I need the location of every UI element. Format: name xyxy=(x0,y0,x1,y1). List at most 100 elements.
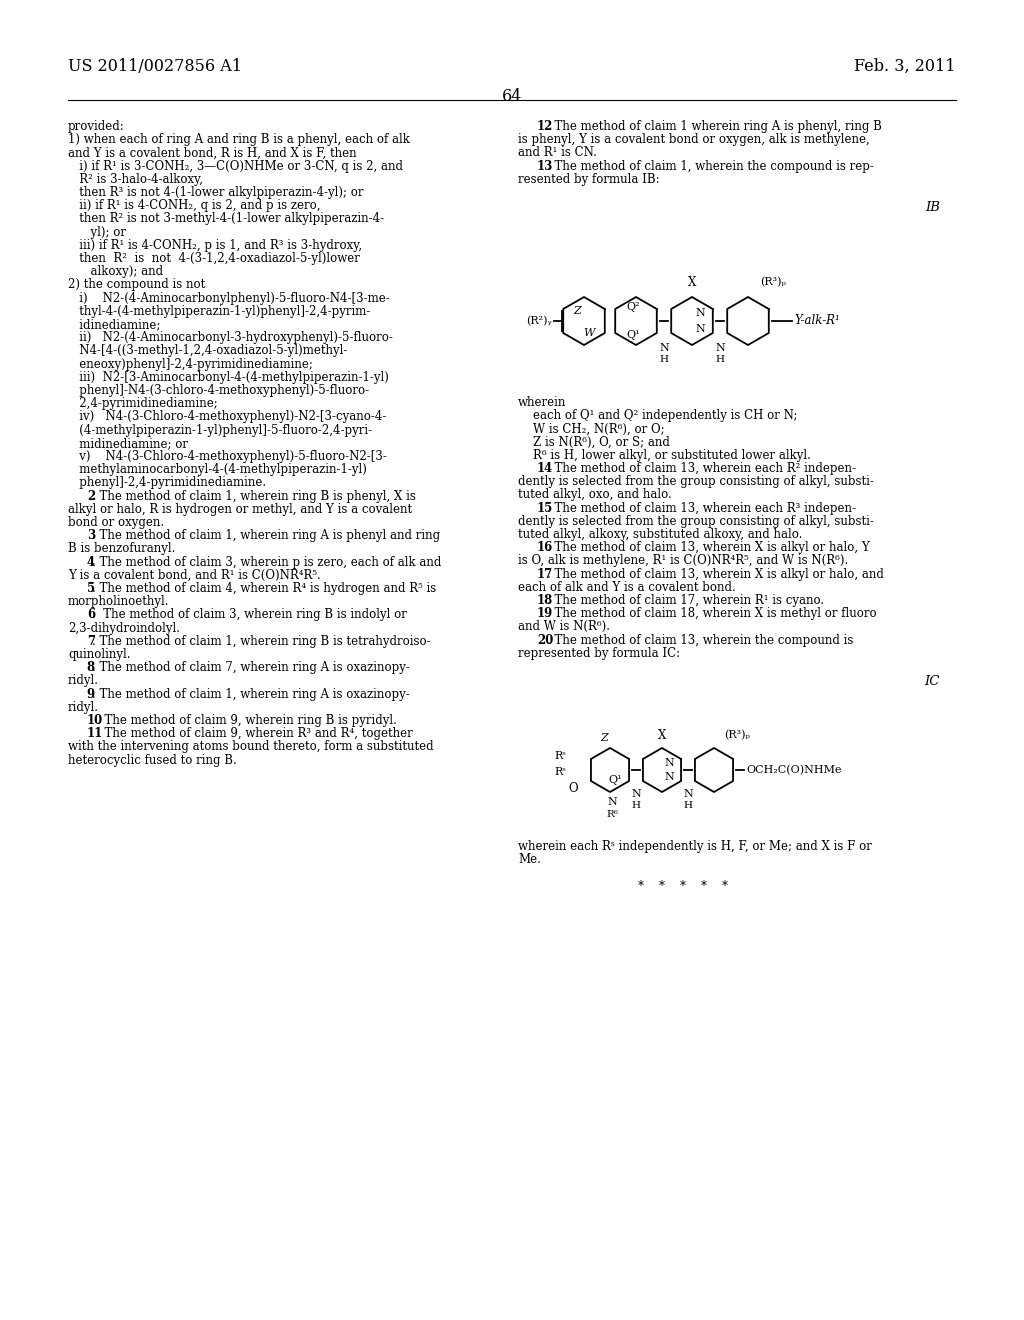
Text: 3: 3 xyxy=(87,529,95,543)
Text: Me.: Me. xyxy=(518,853,541,866)
Text: quinolinyl.: quinolinyl. xyxy=(68,648,130,661)
Text: dently is selected from the group consisting of alkyl, substi-: dently is selected from the group consis… xyxy=(518,475,873,488)
Text: . The method of claim 13, wherein X is alkyl or halo, and: . The method of claim 13, wherein X is a… xyxy=(547,568,884,581)
Text: . The method of claim 17, wherein R¹ is cyano.: . The method of claim 17, wherein R¹ is … xyxy=(547,594,824,607)
Text: is O, alk is methylene, R¹ is C(O)NR⁴R⁵, and W is N(R⁶).: is O, alk is methylene, R¹ is C(O)NR⁴R⁵,… xyxy=(518,554,848,568)
Text: ridyl.: ridyl. xyxy=(68,675,99,688)
Text: 4: 4 xyxy=(87,556,95,569)
Text: eneoxy)phenyl]-2,4-pyrimidinediamine;: eneoxy)phenyl]-2,4-pyrimidinediamine; xyxy=(68,358,313,371)
Text: . The method of claim 4, wherein R⁴ is hydrogen and R⁵ is: . The method of claim 4, wherein R⁴ is h… xyxy=(92,582,436,595)
Text: midinediamine; or: midinediamine; or xyxy=(68,437,188,450)
Text: wherein: wherein xyxy=(518,396,566,409)
Text: 16: 16 xyxy=(537,541,553,554)
Text: i) if R¹ is 3-CONH₂, 3—C(O)NHMe or 3-CN, q is 2, and: i) if R¹ is 3-CONH₂, 3—C(O)NHMe or 3-CN,… xyxy=(68,160,403,173)
Text: . The method of claim 18, wherein X is methyl or fluoro: . The method of claim 18, wherein X is m… xyxy=(547,607,877,620)
Text: . The method of claim 13, wherein X is alkyl or halo, Y: . The method of claim 13, wherein X is a… xyxy=(547,541,870,554)
Text: bond or oxygen.: bond or oxygen. xyxy=(68,516,164,529)
Text: 7: 7 xyxy=(87,635,95,648)
Text: 8: 8 xyxy=(87,661,95,675)
Text: *    *    *    *    *: * * * * * xyxy=(518,879,728,892)
Text: 13: 13 xyxy=(537,160,553,173)
Text: N: N xyxy=(665,772,674,781)
Text: resented by formula IB:: resented by formula IB: xyxy=(518,173,659,186)
Text: 2) the compound is not: 2) the compound is not xyxy=(68,279,205,292)
Text: Z: Z xyxy=(600,733,608,743)
Text: N: N xyxy=(607,797,616,807)
Text: H: H xyxy=(716,355,725,363)
Text: 9: 9 xyxy=(87,688,95,701)
Text: and W is N(R⁶).: and W is N(R⁶). xyxy=(518,620,610,634)
Text: alkyl or halo, R is hydrogen or methyl, and Y is a covalent: alkyl or halo, R is hydrogen or methyl, … xyxy=(68,503,412,516)
Text: 14: 14 xyxy=(537,462,553,475)
Text: IB: IB xyxy=(925,201,940,214)
Text: then R³ is not 4-(1-lower alkylpiperazin-4-yl); or: then R³ is not 4-(1-lower alkylpiperazin… xyxy=(68,186,364,199)
Text: R⁶: R⁶ xyxy=(606,810,617,818)
Text: . The method of claim 1, wherein the compound is rep-: . The method of claim 1, wherein the com… xyxy=(547,160,874,173)
Text: wherein each Rˢ independently is H, F, or Me; and X is F or: wherein each Rˢ independently is H, F, o… xyxy=(518,840,871,853)
Text: . The method of claim 13, wherein the compound is: . The method of claim 13, wherein the co… xyxy=(547,634,854,647)
Text: (4-methylpiperazin-1-yl)phenyl]-5-fluoro-2,4-pyri-: (4-methylpiperazin-1-yl)phenyl]-5-fluoro… xyxy=(68,424,372,437)
Text: morpholinoethyl.: morpholinoethyl. xyxy=(68,595,170,609)
Text: 19: 19 xyxy=(537,607,553,620)
Text: .  The method of claim 3, wherein ring B is indolyl or: . The method of claim 3, wherein ring B … xyxy=(92,609,407,622)
Text: Q¹: Q¹ xyxy=(608,775,622,785)
Text: W: W xyxy=(584,327,595,338)
Text: then R² is not 3-methyl-4-(1-lower alkylpiperazin-4-: then R² is not 3-methyl-4-(1-lower alkyl… xyxy=(68,213,384,226)
Text: represented by formula IC:: represented by formula IC: xyxy=(518,647,680,660)
Text: 5: 5 xyxy=(87,582,95,595)
Text: . The method of claim 13, wherein each R³ indepen-: . The method of claim 13, wherein each R… xyxy=(547,502,856,515)
Text: IC: IC xyxy=(925,675,940,688)
Text: 11: 11 xyxy=(87,727,103,741)
Text: thyl-4-(4-methylpiperazin-1-yl)phenyl]-2,4-pyrim-: thyl-4-(4-methylpiperazin-1-yl)phenyl]-2… xyxy=(68,305,371,318)
Text: and Y is a covalent bond, R is H, and X is F, then: and Y is a covalent bond, R is H, and X … xyxy=(68,147,356,160)
Text: H: H xyxy=(683,800,692,809)
Text: phenyl]-2,4-pyrimidinediamine.: phenyl]-2,4-pyrimidinediamine. xyxy=(68,477,266,490)
Text: US 2011/0027856 A1: US 2011/0027856 A1 xyxy=(68,58,242,75)
Text: X: X xyxy=(657,729,667,742)
Text: 64: 64 xyxy=(502,88,522,106)
Text: . The method of claim 3, wherein p is zero, each of alk and: . The method of claim 3, wherein p is ze… xyxy=(92,556,441,569)
Text: . The method of claim 13, wherein each R² indepen-: . The method of claim 13, wherein each R… xyxy=(547,462,856,475)
Text: alkoxy); and: alkoxy); and xyxy=(68,265,163,279)
Text: 10: 10 xyxy=(87,714,103,727)
Text: H: H xyxy=(632,800,640,809)
Text: X: X xyxy=(688,276,696,289)
Text: each of alk and Y is a covalent bond.: each of alk and Y is a covalent bond. xyxy=(518,581,736,594)
Text: idinediamine;: idinediamine; xyxy=(68,318,161,331)
Text: is phenyl, Y is a covalent bond or oxygen, alk is methylene,: is phenyl, Y is a covalent bond or oxyge… xyxy=(518,133,869,147)
Text: Y-alk-R¹: Y-alk-R¹ xyxy=(794,314,840,327)
Text: Rˢ: Rˢ xyxy=(554,751,566,762)
Text: . The method of claim 1 wherein ring A is phenyl, ring B: . The method of claim 1 wherein ring A i… xyxy=(547,120,882,133)
Text: 17: 17 xyxy=(537,568,553,581)
Text: N: N xyxy=(715,343,725,352)
Text: 1) when each of ring A and ring B is a phenyl, each of alk: 1) when each of ring A and ring B is a p… xyxy=(68,133,410,147)
Text: with the intervening atoms bound thereto, form a substituted: with the intervening atoms bound thereto… xyxy=(68,741,433,754)
Text: Z: Z xyxy=(573,306,581,315)
Text: and R¹ is CN.: and R¹ is CN. xyxy=(518,147,597,160)
Text: 12: 12 xyxy=(537,120,553,133)
Text: O: O xyxy=(568,781,578,795)
Text: . The method of claim 1, wherein ring A is phenyl and ring: . The method of claim 1, wherein ring A … xyxy=(92,529,440,543)
Text: 2: 2 xyxy=(87,490,95,503)
Text: N: N xyxy=(683,789,693,799)
Text: v)    N4-(3-Chloro-4-methoxyphenyl)-5-fluoro-N2-[3-: v) N4-(3-Chloro-4-methoxyphenyl)-5-fluor… xyxy=(68,450,387,463)
Text: 20: 20 xyxy=(537,634,553,647)
Text: (R²)ᵧ: (R²)ᵧ xyxy=(526,315,552,326)
Text: N: N xyxy=(659,343,669,352)
Text: N4-[4-((3-methyl-1,2,4-oxadiazol-5-yl)methyl-: N4-[4-((3-methyl-1,2,4-oxadiazol-5-yl)me… xyxy=(68,345,347,358)
Text: 2,3-dihydroindolyl.: 2,3-dihydroindolyl. xyxy=(68,622,180,635)
Text: dently is selected from the group consisting of alkyl, substi-: dently is selected from the group consis… xyxy=(518,515,873,528)
Text: . The method of claim 9, wherein ring B is pyridyl.: . The method of claim 9, wherein ring B … xyxy=(97,714,397,727)
Text: tuted alkyl, alkoxy, substituted alkoxy, and halo.: tuted alkyl, alkoxy, substituted alkoxy,… xyxy=(518,528,803,541)
Text: provided:: provided: xyxy=(68,120,125,133)
Text: W is CH₂, N(R⁶), or O;: W is CH₂, N(R⁶), or O; xyxy=(518,422,665,436)
Text: 6: 6 xyxy=(87,609,95,622)
Text: each of Q¹ and Q² independently is CH or N;: each of Q¹ and Q² independently is CH or… xyxy=(518,409,798,422)
Text: (R³)ₚ: (R³)ₚ xyxy=(760,277,785,286)
Text: Feb. 3, 2011: Feb. 3, 2011 xyxy=(854,58,956,75)
Text: phenyl]-N4-(3-chloro-4-methoxyphenyl)-5-fluoro-: phenyl]-N4-(3-chloro-4-methoxyphenyl)-5-… xyxy=(68,384,369,397)
Text: N: N xyxy=(695,308,705,318)
Text: H: H xyxy=(659,355,669,363)
Text: iv)   N4-(3-Chloro-4-methoxyphenyl)-N2-[3-cyano-4-: iv) N4-(3-Chloro-4-methoxyphenyl)-N2-[3-… xyxy=(68,411,386,424)
Text: iii) if R¹ is 4-CONH₂, p is 1, and R³ is 3-hydroxy,: iii) if R¹ is 4-CONH₂, p is 1, and R³ is… xyxy=(68,239,362,252)
